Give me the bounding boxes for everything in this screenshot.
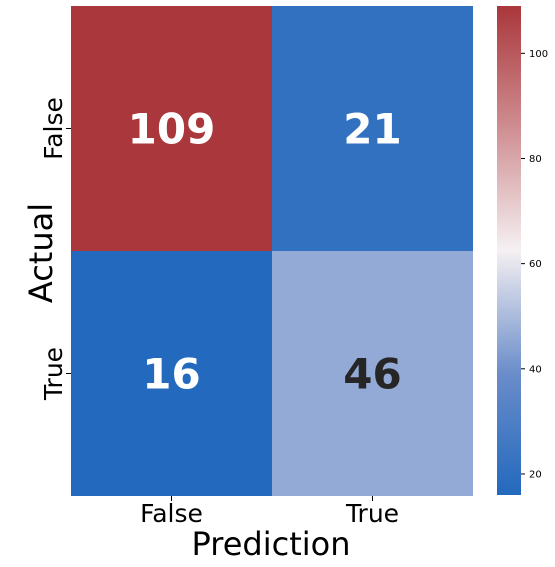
cell-annotations: 109 21 16 46 — [128, 105, 402, 399]
colorbar-tick-label: 80 — [529, 154, 542, 165]
cell-value-label: 46 — [343, 350, 401, 399]
x-tick-label: True — [345, 499, 399, 528]
heatmap-cell — [71, 6, 272, 251]
cell-value-label: 21 — [343, 105, 401, 154]
colorbar-tick-label: 60 — [529, 259, 542, 270]
y-tick-label: True — [39, 347, 68, 401]
heatmap-cells — [71, 6, 473, 496]
colorbar-ticks: 20 40 60 80 100 — [521, 49, 548, 480]
colorbar-gradient — [497, 6, 521, 495]
y-axis-label: Actual — [22, 203, 60, 303]
colorbar-tick-label: 40 — [529, 364, 542, 375]
colorbar-tick-label: 20 — [529, 469, 542, 480]
y-tick-label: False — [39, 97, 68, 160]
heatmap-cell — [272, 251, 473, 496]
x-tick-label: False — [140, 499, 203, 528]
cell-value-label: 16 — [142, 350, 200, 399]
heatmap-cell — [272, 6, 473, 251]
colorbar-tick-label: 100 — [529, 49, 548, 60]
cell-value-label: 109 — [128, 105, 216, 154]
colorbar — [497, 6, 521, 495]
y-axis: False True — [39, 97, 71, 401]
x-axis-label: Prediction — [192, 525, 351, 563]
x-axis: False True — [140, 496, 399, 528]
heatmap-cell — [71, 251, 272, 496]
